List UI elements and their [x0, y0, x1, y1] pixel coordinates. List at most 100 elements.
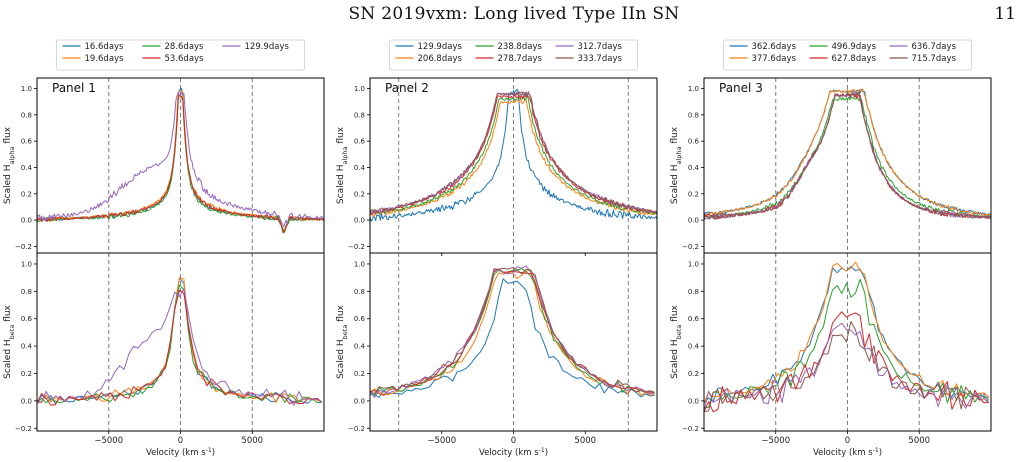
x-axis-label: Velocity (km s-1) [813, 447, 882, 459]
series-line-129.9days [370, 278, 655, 398]
legend-entry: 53.6days [165, 54, 205, 64]
y-tick-label: 0.8 [688, 111, 699, 119]
y-tick-label: 0.4 [354, 343, 366, 351]
x-tick-label: −5000 [761, 436, 790, 446]
y-tick-label: 1.0 [21, 85, 32, 93]
page-number: 11 [994, 4, 1016, 24]
y-tick-label: −0.2 [348, 425, 365, 433]
y-tick-label: 0.6 [688, 138, 700, 146]
series-line-53.6days [37, 289, 323, 406]
series-line-362.6days [704, 266, 989, 404]
y-tick-label: 0.6 [21, 138, 33, 146]
series-line-278.7days [370, 94, 657, 215]
legend-box [723, 39, 972, 71]
legend-box [56, 39, 305, 71]
subplot-bottom: −0.2 0.0 0.2 0.4 0.6 0.8 1.0 Scaled Hbeta flux −… [3, 252, 325, 458]
series-line-238.8days [370, 268, 655, 396]
y-tick-label: 0.0 [21, 397, 32, 405]
panel-label: Panel 2 [385, 81, 429, 95]
y-tick-label: 0.4 [21, 343, 33, 351]
axes-frame [369, 252, 658, 432]
legend-entry: 206.8days [418, 54, 463, 64]
legend-entry: 362.6days [752, 42, 797, 52]
panel-label: Panel 3 [719, 81, 763, 95]
y-tick-label: 0.4 [21, 164, 33, 172]
subplot-top: −0.2 0.0 0.2 0.4 0.6 0.8 1.0 Scaled Halpha flux… [670, 77, 992, 256]
legend-box [389, 39, 638, 71]
y-tick-label: 0.8 [21, 288, 32, 296]
subplot-top: −0.2 0.0 0.2 0.4 0.6 0.8 1.0 Scaled Halpha flux… [3, 77, 325, 256]
legend-entry: 129.9days [245, 42, 290, 52]
y-tick-label: 0.8 [21, 111, 32, 119]
legend-entry: 496.9days [832, 42, 877, 52]
series-line-129.9days [37, 91, 324, 227]
series-line-715.7days [704, 92, 991, 220]
y-tick-label: 0.4 [688, 343, 700, 351]
y-axis-label: Scaled Hbeta flux [670, 304, 683, 378]
series-line-333.7days [370, 267, 655, 395]
series-line-636.7days [704, 92, 991, 221]
y-tick-label: −0.2 [348, 243, 365, 251]
y-axis-label: Scaled Hbeta flux [336, 304, 349, 378]
y-tick-label: −0.2 [15, 243, 32, 251]
legend-entry: 377.6days [752, 54, 797, 64]
series-line-312.7days [370, 265, 655, 398]
legend-entry: 238.8days [498, 42, 543, 52]
x-tick-label: 5000 [241, 436, 263, 446]
legend-entry: 627.8days [832, 54, 877, 64]
subplot-top: −0.2 0.0 0.2 0.4 0.6 0.8 1.0 Scaled Halpha flux… [336, 77, 658, 256]
legend-entry: 636.7days [912, 42, 957, 52]
legend-entry: 19.6days [85, 54, 125, 64]
panel-3: 362.6days 377.6days 496.9days 627.8days 636.… [670, 39, 992, 459]
y-tick-label: 0.4 [354, 164, 366, 172]
y-tick-label: 0.8 [354, 111, 365, 119]
x-tick-label: 0 [178, 436, 183, 446]
panel-2: 129.9days 206.8days 238.8days 278.7days 312.… [336, 39, 658, 458]
y-axis-label: Scaled Halpha flux [670, 126, 683, 204]
subplot-bottom: −0.2 0.0 0.2 0.4 0.6 0.8 1.0 Scaled Hbeta flux −… [670, 252, 992, 459]
y-tick-label: −0.2 [682, 425, 699, 433]
series-line-28.6days [37, 284, 322, 404]
x-tick-label: 5000 [574, 436, 596, 446]
series-line-19.6days [37, 277, 322, 404]
y-tick-label: 0.2 [21, 370, 32, 378]
y-tick-label: 0.2 [688, 370, 699, 378]
y-tick-label: 0.6 [354, 138, 366, 146]
y-axis-label: Scaled Halpha flux [3, 126, 16, 204]
y-tick-label: 0.6 [688, 315, 700, 323]
y-tick-label: −0.2 [682, 243, 699, 251]
x-tick-label: −5000 [427, 436, 456, 446]
y-tick-label: 1.0 [354, 260, 365, 268]
subplot-bottom: −0.2 0.0 0.2 0.4 0.6 0.8 1.0 Scaled Hbeta flux −… [336, 252, 658, 458]
x-tick-label: 0 [511, 436, 516, 446]
y-tick-label: 0.2 [354, 370, 365, 378]
series-line-129.9days [370, 88, 657, 222]
series-line-377.6days [704, 261, 990, 404]
legend-entry: 715.7days [912, 54, 957, 64]
series-line-278.7days [370, 268, 655, 396]
series-line-206.8days [370, 98, 657, 217]
x-tick-label: 5000 [908, 436, 930, 446]
legend-entry: 312.7days [578, 42, 623, 52]
y-tick-label: 0.6 [21, 315, 33, 323]
y-tick-label: 0.6 [354, 315, 366, 323]
y-tick-label: −0.2 [15, 425, 32, 433]
series-line-333.7days [370, 91, 657, 214]
y-tick-label: 1.0 [688, 260, 699, 268]
legend-entry: 28.6days [165, 42, 205, 52]
y-axis-label: Scaled Hbeta flux [3, 304, 16, 378]
y-tick-label: 1.0 [688, 85, 699, 93]
y-tick-label: 0.2 [354, 190, 365, 198]
y-tick-label: 1.0 [21, 260, 32, 268]
y-tick-label: 0.8 [354, 288, 365, 296]
y-tick-label: 0.8 [688, 288, 699, 296]
y-tick-label: 1.0 [354, 85, 365, 93]
y-tick-label: 0.0 [688, 217, 699, 225]
y-tick-label: 0.0 [354, 397, 365, 405]
y-tick-label: 0.4 [688, 164, 700, 172]
y-tick-label: 0.2 [21, 190, 32, 198]
axes-frame [703, 252, 992, 432]
y-tick-label: 0.2 [688, 190, 699, 198]
series-line-715.7days [704, 321, 990, 413]
